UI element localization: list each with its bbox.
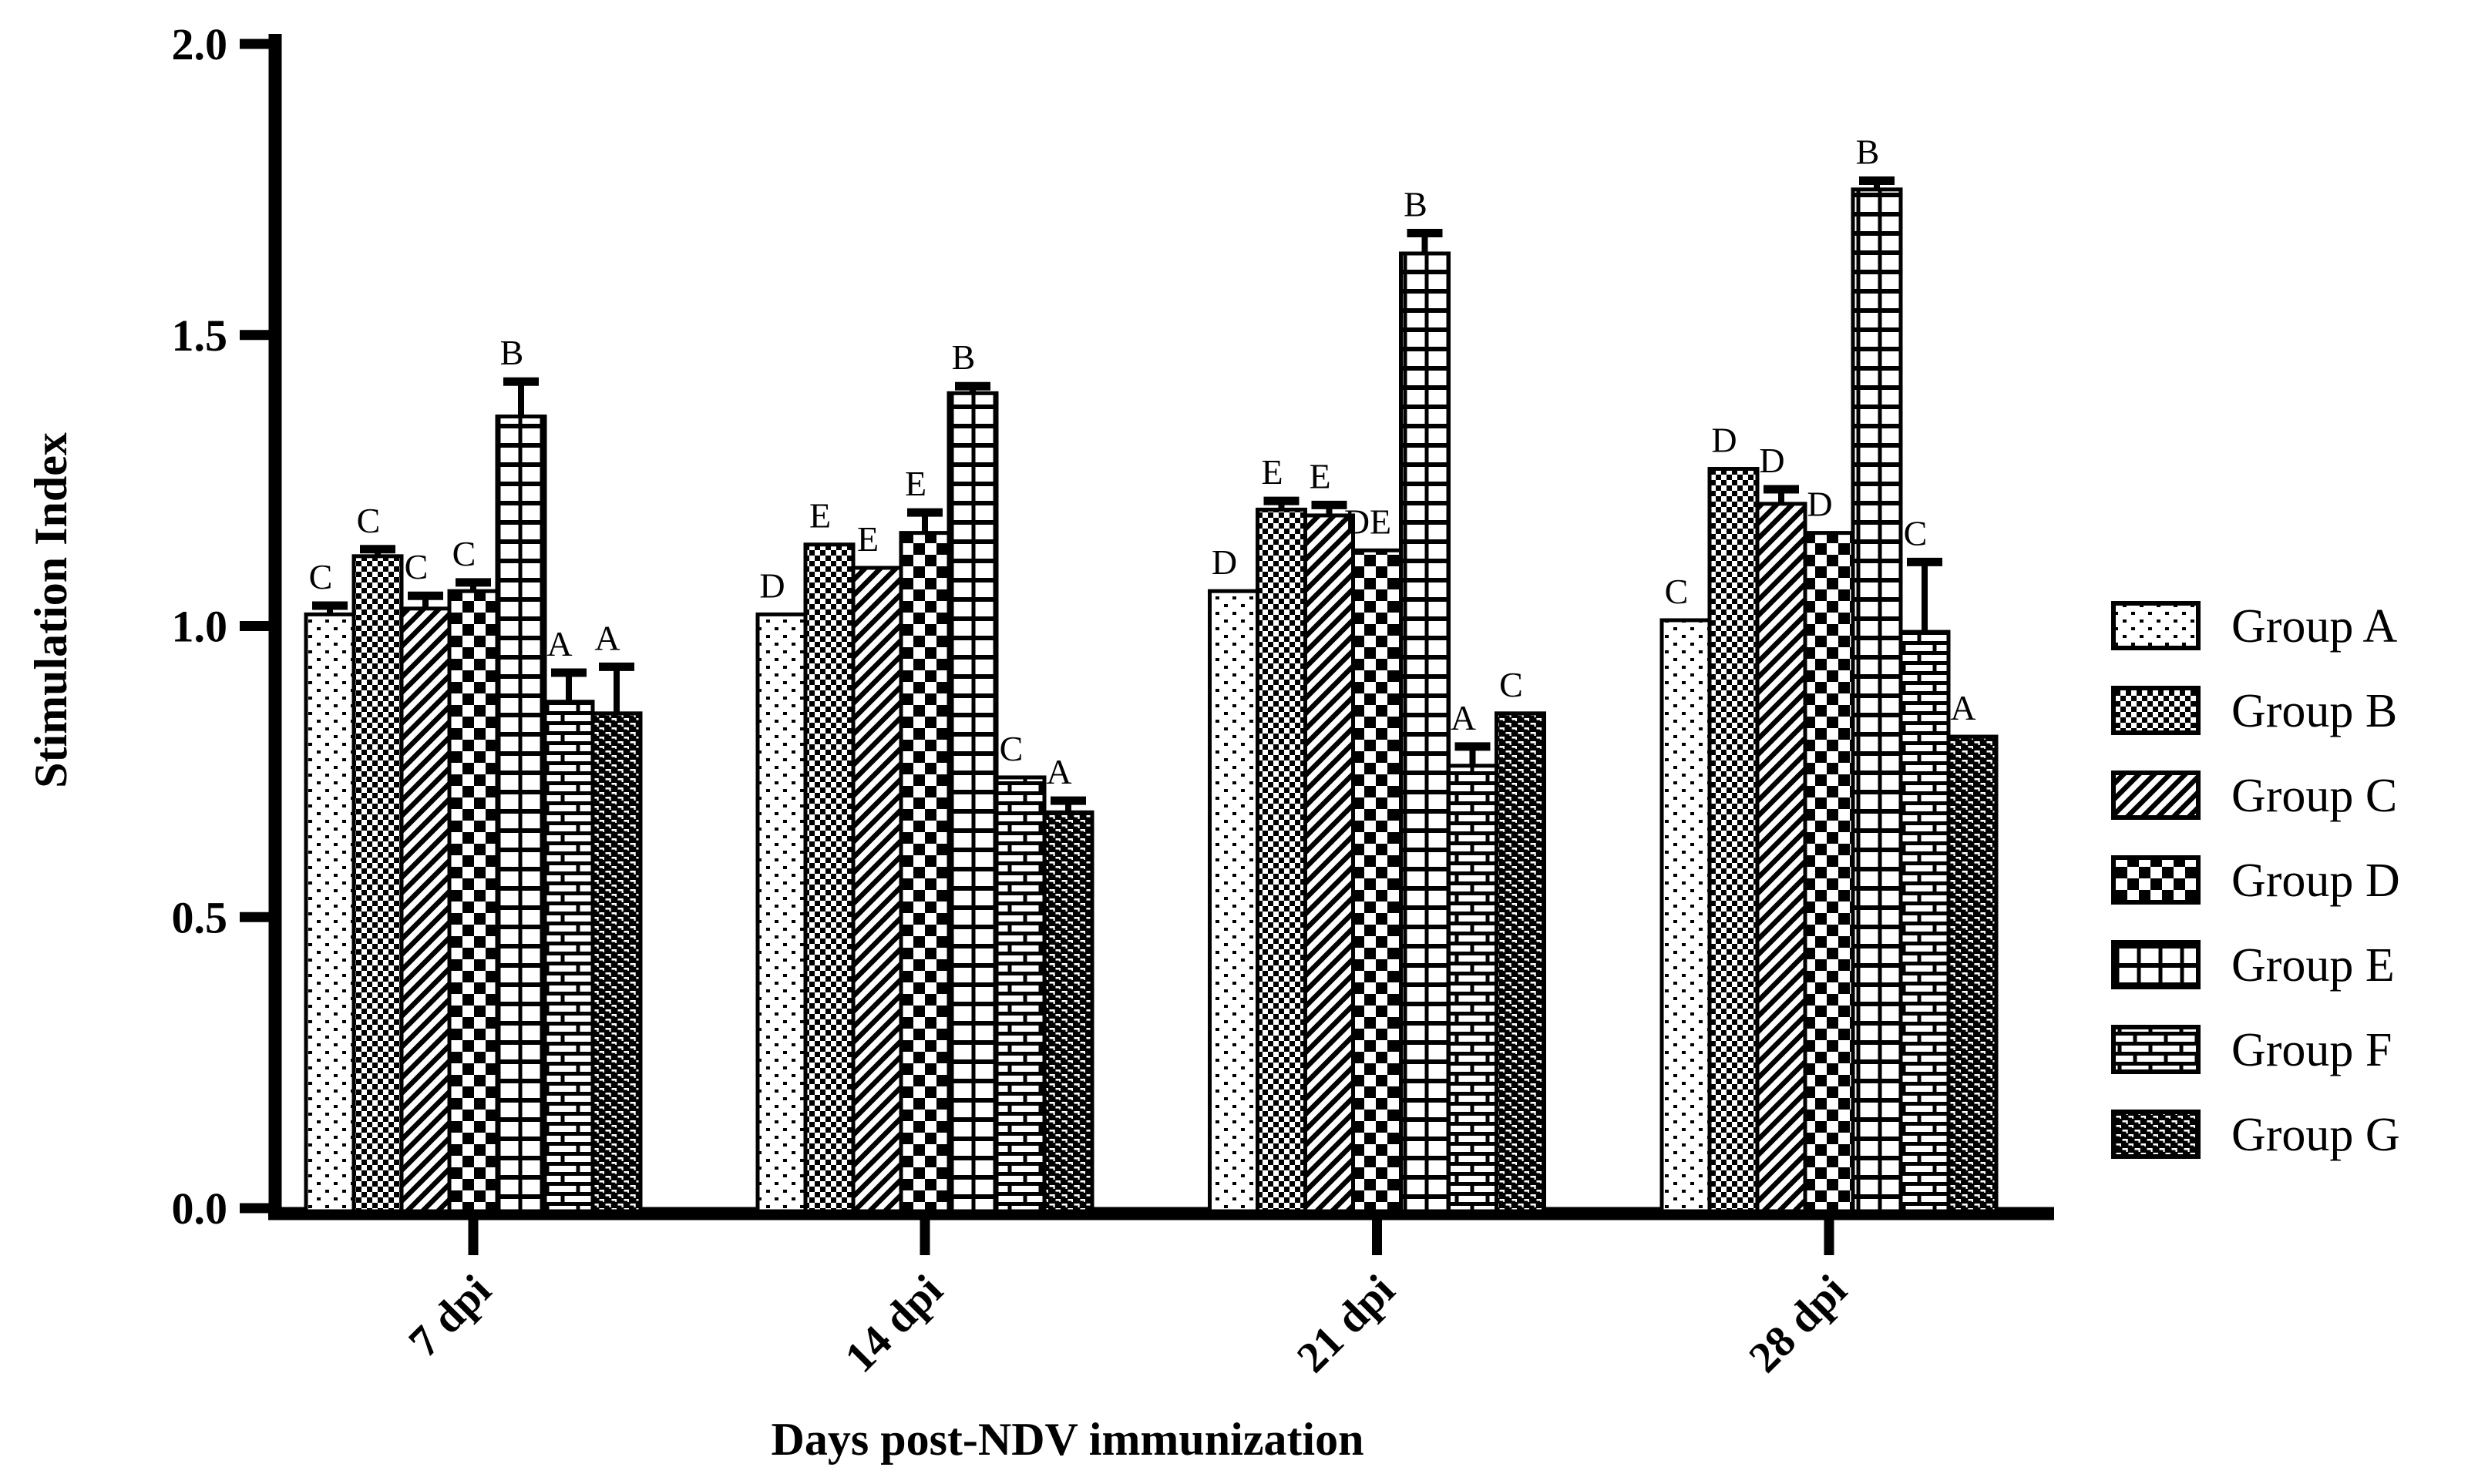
legend-label: Group G xyxy=(2231,1109,2400,1161)
significance-letter: C xyxy=(405,547,429,586)
bar-groupc-28dpi xyxy=(1755,502,1807,1214)
bar-groupc-14dpi xyxy=(851,566,903,1214)
y-tick-label: 0.0 xyxy=(172,1184,228,1234)
bar-groupa-14dpi xyxy=(755,612,808,1214)
bar-groupe-14dpi xyxy=(947,391,999,1214)
significance-letter: C xyxy=(452,534,476,573)
bar-groupg-28dpi xyxy=(1946,734,1999,1214)
significance-letter: C xyxy=(1904,513,1928,552)
y-axis-title: Stimulation Index xyxy=(25,432,76,788)
bar-groupc-7dpi xyxy=(399,606,452,1214)
bar-groupg-14dpi xyxy=(1042,810,1094,1214)
significance-letter: A xyxy=(594,618,620,657)
y-tick-label: 1.0 xyxy=(172,602,228,652)
significance-letter: E xyxy=(857,519,879,559)
x-tick-label: 21 dpi xyxy=(1288,1266,1404,1382)
legend-swatch-groupe xyxy=(2111,940,2201,989)
x-tick-label: 14 dpi xyxy=(836,1266,952,1382)
significance-letter: A xyxy=(1950,688,1975,727)
legend-label: Group E xyxy=(2231,939,2395,992)
bar-groupe-21dpi xyxy=(1399,251,1451,1214)
legend-swatch-groupd xyxy=(2111,855,2201,905)
legend-swatch-groupb xyxy=(2111,686,2201,735)
legend-swatch-groupc xyxy=(2111,771,2201,820)
bar-groupe-7dpi xyxy=(495,415,547,1214)
legend-swatch-groupg xyxy=(2111,1110,2201,1159)
legend-label: Group C xyxy=(2231,770,2397,822)
y-tick-label: 2.0 xyxy=(172,19,228,69)
bar-groupc-21dpi xyxy=(1303,513,1355,1214)
bar-groupa-28dpi xyxy=(1659,618,1712,1214)
legend-label: Group D xyxy=(2231,854,2400,907)
x-tick-label: 28 dpi xyxy=(1740,1266,1856,1382)
significance-letter: B xyxy=(1404,185,1427,224)
legend-label: Group A xyxy=(2231,600,2398,653)
significance-letter: E xyxy=(809,496,831,536)
legend-swatch-groupf xyxy=(2111,1025,2201,1074)
bar-groupe-28dpi xyxy=(1851,187,1903,1214)
significance-letter: B xyxy=(952,337,976,377)
legend-swatch-groupa xyxy=(2111,601,2201,650)
significance-letter: DE xyxy=(1344,502,1391,541)
significance-letter: A xyxy=(1451,698,1476,737)
bar-groupd-21dpi xyxy=(1351,548,1403,1214)
legend-label: Group F xyxy=(2231,1024,2392,1076)
significance-letter: B xyxy=(500,333,524,372)
x-tick-label: 7 dpi xyxy=(399,1266,500,1367)
bar-groupf-7dpi xyxy=(543,700,595,1214)
significance-letter: D xyxy=(1807,485,1832,524)
significance-letter: D xyxy=(1212,542,1237,582)
y-tick-label: 0.5 xyxy=(172,892,228,942)
bar-groupf-21dpi xyxy=(1447,764,1498,1214)
significance-letter: A xyxy=(546,624,572,663)
significance-letter: C xyxy=(1499,665,1523,704)
significance-letter: D xyxy=(1759,441,1784,480)
bar-groupb-7dpi xyxy=(351,554,404,1214)
significance-letter: E xyxy=(1261,452,1283,492)
bar-groupa-21dpi xyxy=(1208,589,1259,1214)
significance-letter: C xyxy=(309,557,333,596)
significance-letter: C xyxy=(1665,572,1689,611)
bar-groupg-21dpi xyxy=(1495,711,1546,1214)
significance-letter: C xyxy=(1000,729,1024,768)
significance-letter: D xyxy=(1711,421,1737,460)
legend-label: Group B xyxy=(2231,685,2397,737)
significance-letter: C xyxy=(357,501,381,540)
bar-groupb-21dpi xyxy=(1256,507,1307,1214)
legend: Group A Group B Group C Group D Group E Group… xyxy=(2111,600,2400,1161)
bar-groupd-14dpi xyxy=(899,531,951,1214)
bar-groupf-28dpi xyxy=(1898,630,1951,1214)
x-axis-title: Days post-NDV immunization xyxy=(772,1414,1364,1465)
bar-groupf-14dpi xyxy=(994,775,1047,1214)
significance-letter: E xyxy=(905,464,926,503)
bar-groupd-7dpi xyxy=(447,589,499,1214)
y-tick-label: 1.5 xyxy=(172,311,228,361)
significance-letter: B xyxy=(1856,133,1880,172)
significance-letter: D xyxy=(759,566,785,605)
bar-groupd-28dpi xyxy=(1803,531,1855,1214)
bar-groupb-14dpi xyxy=(803,542,856,1214)
bar-groupa-7dpi xyxy=(304,612,356,1214)
significance-letter: A xyxy=(1046,752,1071,791)
bar-groupb-28dpi xyxy=(1707,467,1760,1214)
significance-letter: E xyxy=(1309,456,1330,495)
bar-groupg-7dpi xyxy=(590,711,643,1214)
